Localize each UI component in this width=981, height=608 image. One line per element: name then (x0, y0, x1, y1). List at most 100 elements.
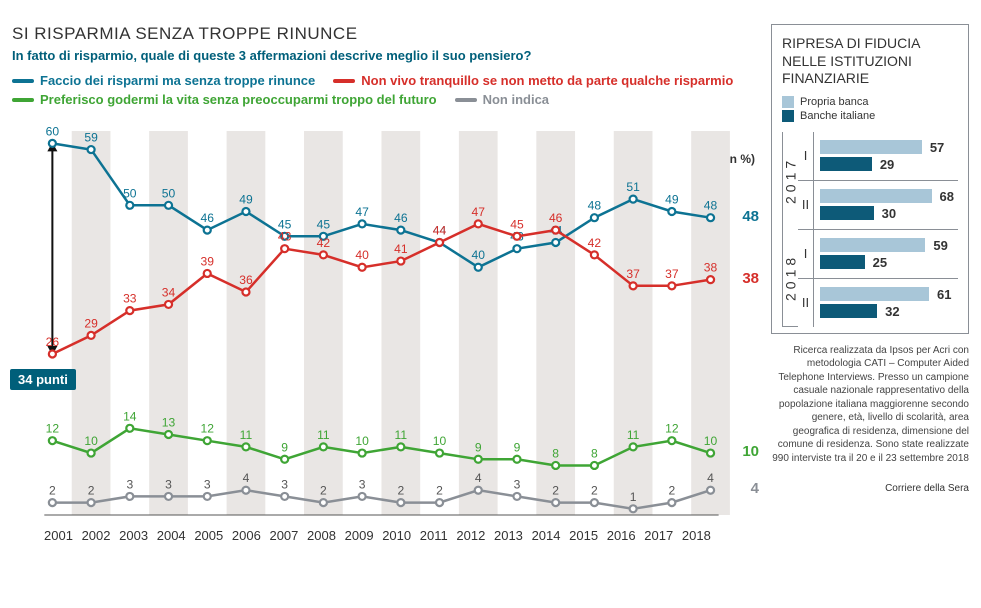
svg-text:3: 3 (514, 477, 521, 491)
bar-value: 29 (880, 157, 894, 172)
half-label: I (798, 132, 814, 180)
half-label: I (798, 229, 814, 278)
legend-label: Faccio dei risparmi ma senza troppe rinu… (40, 73, 315, 88)
svg-text:12: 12 (665, 422, 679, 436)
x-tick-label: 2015 (569, 528, 598, 543)
svg-text:46: 46 (394, 211, 408, 225)
legend-swatch (455, 98, 477, 102)
x-tick-label: 2001 (44, 528, 73, 543)
x-tick-label: 2004 (157, 528, 186, 543)
svg-text:9: 9 (281, 440, 288, 454)
legend-label: Propria banca (800, 96, 869, 108)
svg-text:47: 47 (472, 205, 486, 219)
bar-value: 59 (933, 238, 947, 253)
x-tick-label: 2002 (82, 528, 111, 543)
bar (820, 206, 874, 220)
svg-text:3: 3 (126, 477, 133, 491)
svg-text:3: 3 (359, 477, 366, 491)
svg-text:49: 49 (239, 193, 253, 207)
chart-legend: Faccio dei risparmi ma senza troppe rinu… (12, 73, 759, 107)
bar-value: 30 (882, 206, 896, 221)
svg-text:44: 44 (433, 224, 447, 238)
svg-text:38: 38 (704, 261, 718, 275)
svg-text:3: 3 (281, 477, 288, 491)
svg-text:40: 40 (472, 248, 486, 262)
svg-text:8: 8 (591, 447, 598, 461)
svg-text:29: 29 (84, 316, 98, 330)
svg-text:2: 2 (49, 484, 56, 498)
legend-swatch (333, 79, 355, 83)
year-label: 2018 (782, 229, 798, 327)
svg-text:47: 47 (355, 205, 369, 219)
svg-text:60: 60 (46, 124, 60, 138)
x-tick-label: 2006 (232, 528, 261, 543)
svg-text:2: 2 (436, 484, 443, 498)
x-tick-label: 2018 (682, 528, 711, 543)
svg-text:45: 45 (510, 217, 524, 231)
svg-text:8: 8 (552, 447, 559, 461)
bar-row: 25 (820, 255, 954, 270)
svg-text:2: 2 (552, 484, 559, 498)
legend-item: Preferisco godermi la vita senza preoccu… (12, 92, 437, 107)
bar (820, 157, 872, 171)
svg-text:26: 26 (46, 335, 60, 349)
x-tick-label: 2016 (607, 528, 636, 543)
half-label: II (798, 278, 814, 327)
legend-item: Non indica (455, 92, 549, 107)
svg-text:59: 59 (84, 131, 98, 145)
bar (820, 255, 865, 269)
series-end-label: 4 (751, 480, 759, 497)
sidebar-legend: Propria banca Banche italiane (782, 96, 958, 122)
legend-swatch (12, 98, 34, 102)
x-tick-label: 2011 (420, 528, 448, 543)
year-label: 2017 (782, 132, 798, 229)
x-tick-label: 2008 (307, 528, 336, 543)
svg-text:2: 2 (591, 484, 598, 498)
svg-text:42: 42 (317, 236, 331, 250)
svg-text:4: 4 (475, 471, 482, 485)
svg-text:12: 12 (201, 422, 215, 436)
sidebar-legend-item: Banche italiane (782, 110, 958, 122)
svg-text:37: 37 (626, 267, 640, 281)
bar-value: 68 (940, 189, 954, 204)
svg-text:50: 50 (162, 186, 176, 200)
x-tick-label: 2017 (644, 528, 673, 543)
svg-text:40: 40 (355, 248, 369, 262)
x-tick-label: 2005 (194, 528, 223, 543)
svg-text:3: 3 (165, 477, 172, 491)
svg-text:13: 13 (162, 416, 176, 430)
bar-row: 61 (820, 287, 954, 302)
line-chart: 6059505046494545474644404344485149482629… (12, 113, 759, 543)
svg-text:33: 33 (123, 292, 137, 306)
legend-item: Faccio dei risparmi ma senza troppe rinu… (12, 73, 315, 88)
x-tick-label: 2007 (269, 528, 298, 543)
bar-value: 32 (885, 304, 899, 319)
svg-text:45: 45 (317, 217, 331, 231)
bar-cell: 59 25 (814, 229, 958, 278)
bar-cell: 6132 (814, 278, 958, 327)
svg-text:10: 10 (84, 434, 98, 448)
svg-text:49: 49 (665, 193, 679, 207)
svg-text:50: 50 (123, 186, 137, 200)
bar-cell: 5729 (814, 132, 958, 180)
bar (820, 189, 932, 203)
x-axis-labels: 2001200220032004200520062007200820092010… (44, 528, 711, 543)
bar-value: 25 (873, 255, 887, 270)
legend-label: Non vivo tranquillo se non metto da part… (361, 73, 733, 88)
series-end-label: 48 (742, 208, 759, 225)
svg-text:37: 37 (665, 267, 679, 281)
bar (820, 238, 925, 252)
sidebar-legend-item: Propria banca (782, 96, 958, 108)
svg-text:11: 11 (317, 428, 330, 442)
bar-row: 29 (820, 157, 954, 172)
bar-row: 68 (820, 189, 954, 204)
x-tick-label: 2009 (345, 528, 374, 543)
svg-text:41: 41 (394, 242, 408, 256)
svg-text:11: 11 (627, 428, 640, 442)
svg-text:36: 36 (239, 273, 253, 287)
chart-subtitle: In fatto di risparmio, quale di queste 3… (12, 48, 759, 63)
svg-text:12: 12 (46, 422, 60, 436)
bar-row: 32 (820, 304, 954, 319)
legend-label: Preferisco godermi la vita senza preoccu… (40, 92, 437, 107)
svg-text:2: 2 (88, 484, 95, 498)
